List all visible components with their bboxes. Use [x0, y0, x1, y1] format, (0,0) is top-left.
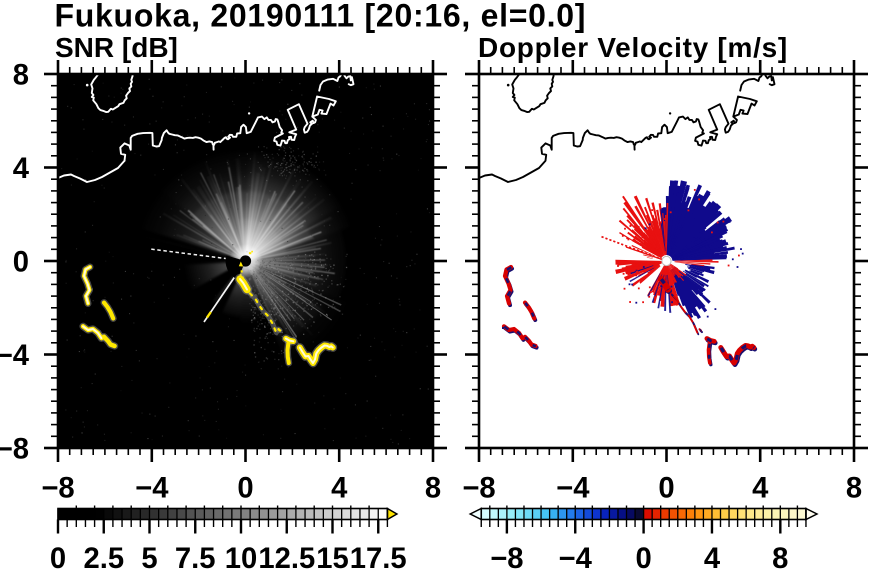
- svg-text:−4: −4: [0, 340, 30, 372]
- svg-text:0: 0: [50, 543, 66, 570]
- svg-text:2.5: 2.5: [84, 543, 125, 570]
- svg-text:8: 8: [425, 472, 441, 504]
- svg-text:4: 4: [13, 153, 30, 185]
- svg-text:12.5: 12.5: [258, 543, 315, 570]
- svg-text:17.5: 17.5: [350, 543, 407, 570]
- svg-text:8: 8: [846, 472, 862, 504]
- svg-text:−8: −8: [0, 434, 29, 466]
- svg-text:Fukuoka, 20190111 [20:16, el=0: Fukuoka, 20190111 [20:16, el=0.0]: [55, 0, 587, 34]
- svg-text:−4: −4: [135, 472, 169, 504]
- svg-text:8: 8: [13, 60, 29, 92]
- svg-text:15: 15: [316, 543, 348, 570]
- svg-text:4: 4: [704, 543, 721, 570]
- svg-text:Doppler Velocity [m/s]: Doppler Velocity [m/s]: [478, 32, 788, 63]
- svg-text:−8: −8: [490, 543, 523, 570]
- svg-text:0: 0: [13, 247, 29, 279]
- svg-text:0: 0: [658, 472, 674, 504]
- svg-text:0: 0: [635, 543, 651, 570]
- svg-text:−8: −8: [41, 472, 74, 504]
- svg-text:8: 8: [772, 543, 788, 570]
- svg-text:SNR [dB]: SNR [dB]: [55, 32, 178, 63]
- svg-text:−4: −4: [559, 543, 593, 570]
- svg-text:7.5: 7.5: [175, 543, 216, 570]
- svg-text:0: 0: [237, 472, 253, 504]
- svg-text:4: 4: [752, 472, 769, 504]
- svg-text:10: 10: [225, 543, 257, 570]
- svg-text:4: 4: [331, 472, 348, 504]
- svg-text:5: 5: [141, 543, 157, 570]
- svg-text:−8: −8: [462, 472, 495, 504]
- svg-text:−4: −4: [556, 472, 590, 504]
